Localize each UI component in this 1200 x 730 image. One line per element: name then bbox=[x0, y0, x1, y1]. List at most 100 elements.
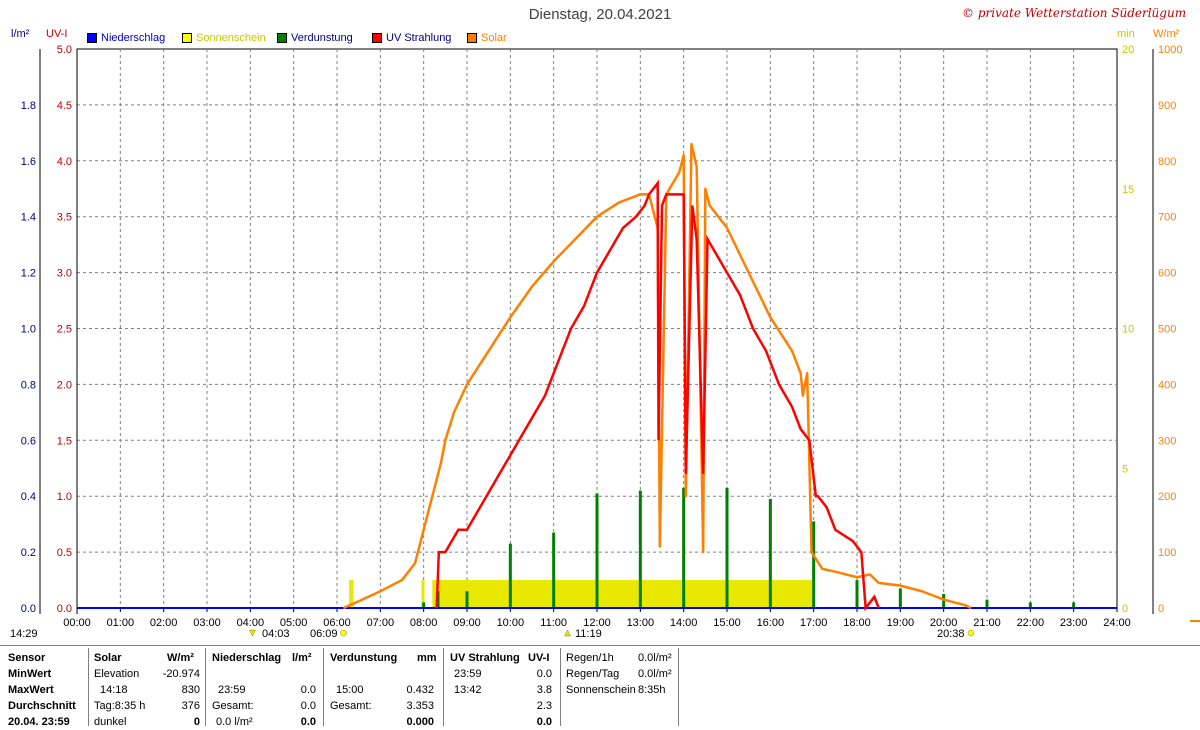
row-uv-b: 0.0 bbox=[536, 668, 552, 680]
sunset-icon bbox=[967, 629, 975, 637]
x-tick-label: 18:00 bbox=[843, 617, 871, 629]
y-tick-label-uvi: 2.0 bbox=[57, 379, 72, 391]
y-tick-label-min: 20 bbox=[1122, 44, 1134, 56]
row-verd-a: Gesamt: bbox=[330, 700, 372, 712]
sunshine-bar bbox=[349, 580, 354, 608]
row-verd-b: 0.432 bbox=[406, 684, 434, 696]
x-tick-label: 11:00 bbox=[540, 617, 567, 629]
row-nieder-b: 0.0 bbox=[300, 684, 316, 696]
x-tick-label: 22:00 bbox=[1017, 617, 1045, 629]
row-uv-b: 0.0 bbox=[536, 716, 552, 728]
y-tick-label-lm2: 1.6 bbox=[21, 156, 36, 168]
legend-item: Solar bbox=[467, 31, 507, 45]
column-divider bbox=[88, 648, 89, 726]
evaporation-bar bbox=[725, 487, 729, 608]
row-label: MaxWert bbox=[8, 684, 54, 696]
y-tick-label-lm2: 0.2 bbox=[21, 547, 36, 559]
evaporation-bar bbox=[595, 493, 599, 608]
legend-label: Sonnenschein bbox=[196, 32, 266, 44]
stats-table: Sensor Solar W/m² Niederschlag l/m² Verd… bbox=[0, 646, 1200, 728]
y-tick-label-wm2: 600 bbox=[1158, 268, 1176, 280]
x-tick-label: 07:00 bbox=[367, 617, 395, 629]
row-nieder-b: 0.0 bbox=[300, 700, 316, 712]
y-tick-label-uvi: 3.5 bbox=[57, 212, 72, 224]
y-tick-label-wm2: 100 bbox=[1158, 547, 1176, 559]
solar-line bbox=[342, 142, 972, 610]
row-solar-b: 376 bbox=[181, 700, 200, 712]
y-tick-label-lm2: 0.8 bbox=[21, 379, 36, 391]
row-solar-b: 830 bbox=[181, 684, 200, 696]
sunset-label: 20:38 bbox=[937, 628, 965, 640]
row-label: MinWert bbox=[8, 668, 52, 680]
sunshine-bar bbox=[421, 580, 425, 608]
moonset-icon bbox=[249, 629, 256, 637]
y-tick-label-lm2: 1.8 bbox=[21, 100, 36, 112]
row-verd-b: 0.000 bbox=[406, 716, 434, 728]
x-tick-label: 06:00 bbox=[323, 617, 351, 629]
evaporation-bar bbox=[985, 599, 989, 608]
extra-value: 0.0l/m² bbox=[638, 668, 672, 680]
y-tick-label-wm2: 1000 bbox=[1158, 44, 1182, 56]
x-tick-label: 16:00 bbox=[757, 617, 785, 629]
header-solar-unit: W/m² bbox=[167, 652, 194, 664]
evaporation-bar bbox=[1072, 602, 1076, 608]
column-divider bbox=[323, 648, 324, 726]
sunrise-label: 06:09 bbox=[310, 628, 338, 640]
x-tick-label: 10:00 bbox=[497, 617, 525, 629]
x-tick-label: 17:00 bbox=[800, 617, 828, 629]
row-nieder-a: 23:59 bbox=[218, 684, 246, 696]
y-tick-label-min: 15 bbox=[1122, 184, 1134, 196]
row-nieder-b: 0.0 bbox=[300, 716, 316, 728]
evaporation-bar bbox=[638, 490, 642, 608]
y-tick-label-wm2: 200 bbox=[1158, 491, 1176, 503]
evaporation-bar bbox=[768, 498, 772, 608]
x-tick-label: 09:00 bbox=[453, 617, 481, 629]
y-tick-label-wm2: 900 bbox=[1158, 100, 1176, 112]
x-tick-label: 12:00 bbox=[583, 617, 611, 629]
y-tick-label-lm2: 1.0 bbox=[21, 324, 36, 336]
extra-value: 8:35h bbox=[638, 684, 666, 696]
sunrise-icon bbox=[340, 629, 347, 637]
column-divider bbox=[205, 648, 206, 726]
row-solar-b: 0 bbox=[193, 716, 200, 728]
row-nieder-a: 0.0 l/m² bbox=[216, 716, 253, 728]
time-label-now: 14:29 bbox=[10, 628, 38, 640]
row-uv-a: 13:42 bbox=[454, 684, 482, 696]
x-tick-label: 20:00 bbox=[930, 617, 958, 629]
evaporation-bar bbox=[552, 532, 556, 608]
header-niederschlag-unit: l/m² bbox=[292, 652, 312, 664]
header-uv-unit: UV-I bbox=[528, 652, 550, 664]
x-tick-label: 19:00 bbox=[887, 617, 915, 629]
evaporation-bar bbox=[682, 487, 686, 608]
legend-label: Verdunstung bbox=[291, 32, 353, 44]
evaporation-bar bbox=[898, 588, 902, 608]
weather-chart: 0.0 0.2 0.4 0.6 0.8 1.0 1.2 1.4 1.6 1.8 0.0 0.5 1.0 1… bbox=[21, 44, 1200, 637]
legend-item: Verdunstung bbox=[277, 31, 353, 45]
column-divider bbox=[560, 648, 561, 726]
y-tick-label-lm2: 0.0 bbox=[21, 603, 36, 615]
extra-label: Regen/1h bbox=[566, 652, 614, 664]
x-tick-label: 13:00 bbox=[627, 617, 655, 629]
legend-swatch bbox=[87, 33, 97, 43]
header-niederschlag: Niederschlag bbox=[212, 652, 282, 664]
chart-title: Dienstag, 20.04.2021 bbox=[528, 6, 672, 23]
header-verdunstung: Verdunstung bbox=[330, 652, 398, 664]
row-verd-b: 3.353 bbox=[406, 700, 434, 712]
x-tick-label: 01:00 bbox=[107, 617, 135, 629]
extra-label: Sonnenschein bbox=[566, 684, 636, 696]
legend-item: Niederschlag bbox=[87, 31, 165, 45]
y-tick-label-min: 0 bbox=[1122, 603, 1128, 615]
y-tick-label-uvi: 3.0 bbox=[57, 268, 72, 280]
extra-label: Regen/Tag bbox=[566, 668, 620, 680]
x-tick-label: 04:00 bbox=[237, 617, 265, 629]
row-solar-a: Tag:8:35 h bbox=[94, 700, 146, 712]
y-tick-label-min: 5 bbox=[1122, 463, 1128, 475]
y-tick-label-wm2: 700 bbox=[1158, 212, 1176, 224]
x-tick-label: 00:00 bbox=[63, 617, 91, 629]
legend-swatch bbox=[467, 33, 477, 43]
evaporation-bar bbox=[422, 602, 426, 608]
row-uv-a: 23:59 bbox=[454, 668, 482, 680]
y-tick-label-min: 10 bbox=[1122, 324, 1134, 336]
y-tick-label-wm2: 400 bbox=[1158, 379, 1176, 391]
x-tick-label: 23:00 bbox=[1060, 617, 1088, 629]
